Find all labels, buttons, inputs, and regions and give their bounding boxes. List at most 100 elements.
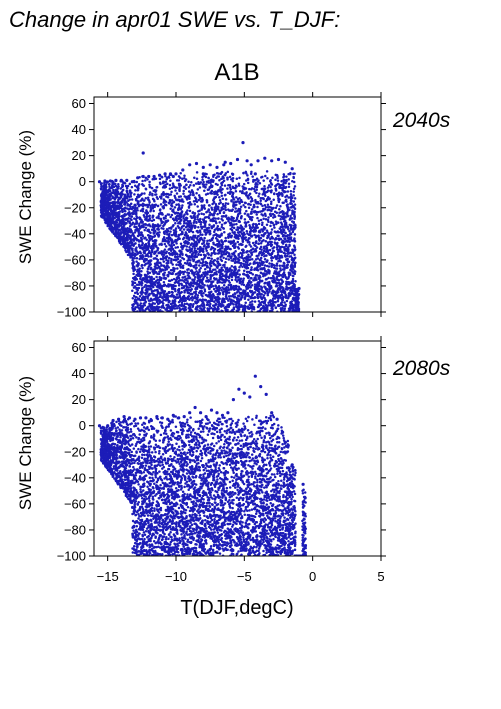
scatter-point [226,202,230,206]
scatter-point [151,177,154,181]
scatter-point [250,248,253,252]
scatter-point [114,224,118,227]
scatter-point [239,261,243,265]
scatter-point [213,210,216,214]
scatter-point [239,298,243,301]
scatter-point [249,196,253,199]
scatter-point [139,282,143,285]
scatter-point [252,225,255,229]
scatter-point [164,174,167,178]
scatter-point [239,205,243,208]
scatter-point [218,179,221,182]
scatter-point [128,182,132,186]
scatter-point [198,264,201,267]
scatter-point [228,288,231,291]
scatter-point [249,255,252,258]
scatter-point [282,261,286,265]
scatter-point [183,185,186,189]
scatter-point [213,230,216,234]
scatter-point [281,272,285,276]
scatter-point [182,217,185,220]
scatter-point [156,281,160,285]
scatter-point [170,233,174,237]
scatter-point [179,242,183,246]
scatter-point [255,261,259,265]
scatter-point [152,285,155,289]
scatter-point [173,194,176,198]
scatter-point [166,264,169,267]
scatter-point [168,187,172,190]
scatter-point [218,188,222,191]
scatter-point [147,203,151,206]
scatter-point [135,256,139,260]
scatter-point [246,213,249,216]
scatter-point [212,259,216,262]
scatter-point [148,299,152,302]
scatter-point [111,214,115,218]
scatter-point [289,189,293,193]
scatter-point [157,216,160,220]
scatter-point [182,286,185,289]
scatter-point [134,208,137,211]
scatter-point [161,192,165,195]
scatter-point [254,247,257,251]
scatter-point [126,235,129,239]
scatter-point [184,233,187,236]
scatter-point [190,288,193,291]
scatter-point [269,185,272,189]
scatter-point [193,273,196,276]
scatter-point [294,279,297,283]
scatter-point [242,204,245,207]
scatter-point [171,225,174,228]
scatter-point [126,233,129,236]
scatter-point [189,285,192,289]
scatter-point [268,213,272,216]
scatter-point [220,206,224,209]
scatter-point [128,249,131,253]
scatter-point [297,293,301,296]
scatter-point [288,208,291,212]
scatter-point [242,182,246,186]
scatter-point [247,215,251,218]
scatter-point [231,176,235,180]
scatter-point [259,267,262,271]
scatter-point [269,190,273,194]
scatter-point [250,187,254,190]
scatter-point [287,260,291,264]
scatter-point [216,293,219,296]
scatter-point [123,206,127,210]
scatter-point [193,217,197,221]
scatter-point [262,266,266,270]
scatter-point [185,198,189,201]
scatter-point [273,213,276,217]
scatter-point [263,204,267,207]
scatter-point [229,242,233,245]
scatter-point [272,249,275,253]
scatter-point [292,187,296,190]
scatter-point [252,187,256,191]
scatter-point [194,199,198,203]
scatter-point [165,259,168,262]
scatter-point [161,186,165,189]
scatter-point [269,243,272,246]
scatter-point [197,278,200,282]
scatter-point [175,293,179,296]
scatter-point [237,269,240,272]
scatter-point [114,211,118,214]
scatter-point [246,292,250,296]
scatter-point [228,175,232,179]
scatter-point [174,289,177,293]
scatter-point [262,273,266,276]
scatter-point [232,300,235,303]
scatter-point [275,264,279,267]
scatter-point [143,264,146,267]
scatter-point [265,260,268,264]
scatter-point [253,300,257,303]
scatter-point [276,295,280,298]
scatter-point [141,233,144,237]
scatter-point [134,242,137,245]
scatter-point [152,198,156,202]
scatter-point [263,264,267,267]
scatter-point [281,194,284,197]
scatter-point [218,292,221,296]
